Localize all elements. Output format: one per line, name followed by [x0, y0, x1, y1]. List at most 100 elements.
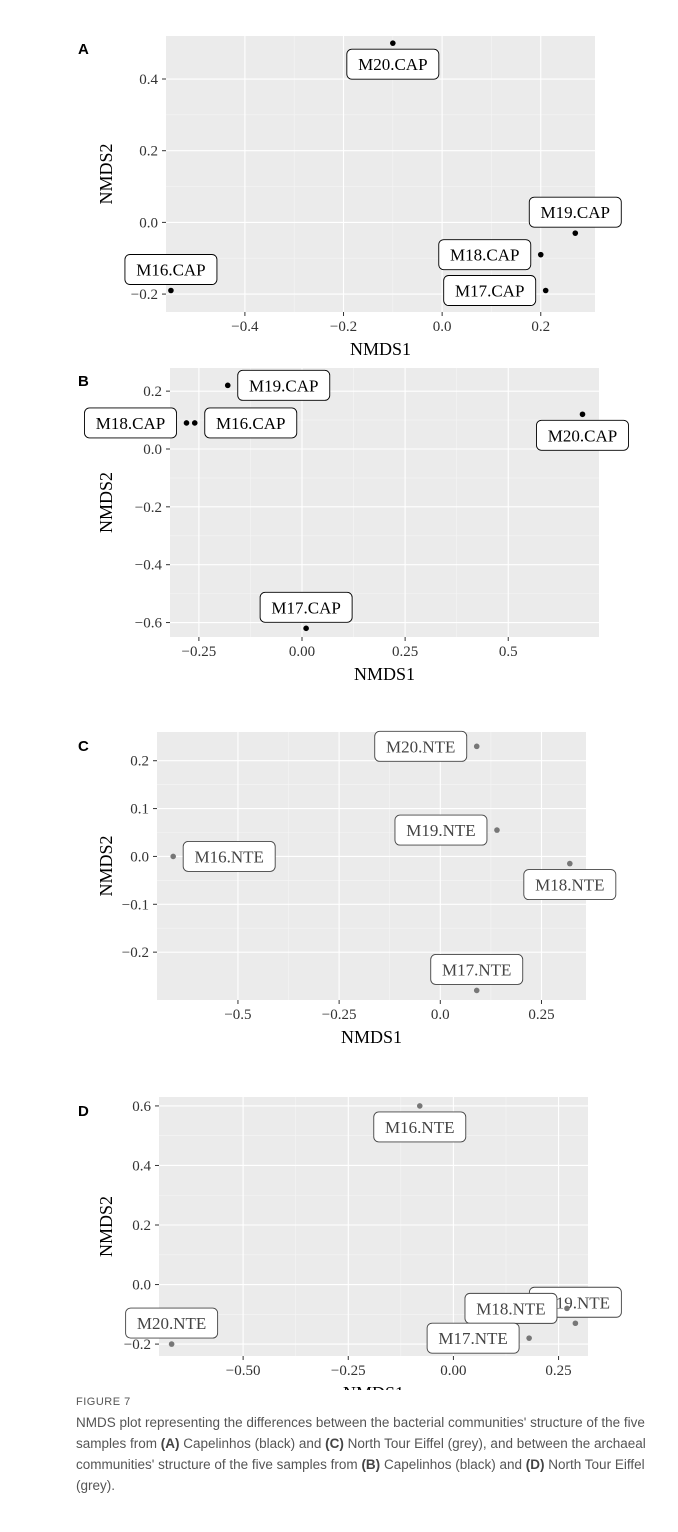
panel-b: B −0.25 0.00 0.25 0.5 −0.6 −0.4 −0.2 0.0 0.2 NMDS1…	[78, 368, 629, 684]
y-tick-label: 0.2	[132, 1218, 151, 1234]
caption-segment: North Tour Eiffel (grey).	[76, 1457, 645, 1493]
x-axis-title: NMDS1	[350, 339, 411, 359]
x-tick-label: −0.25	[331, 1363, 366, 1379]
point-label-text: M16.CAP	[136, 260, 205, 279]
x-tick-label: 0.2	[531, 319, 550, 335]
point-label: M19.CAP	[528, 196, 622, 228]
data-point	[564, 1305, 570, 1312]
x-tick-label: 0.25	[528, 1007, 554, 1023]
point-label-box	[259, 591, 353, 623]
point-label: M18.CAP	[438, 239, 532, 271]
data-point	[567, 860, 573, 867]
x-tick-label: 0.00	[440, 1363, 466, 1379]
point-label: M19.CAP	[237, 369, 331, 401]
panel-d: D −0.50 −0.25 0.00 0.25 −0.2 0.0 0.2 0.4 0.6 NMDS1…	[78, 1097, 622, 1390]
point-label-box	[536, 419, 629, 451]
data-point	[537, 251, 544, 258]
x-tick-label: 0.0	[433, 319, 452, 335]
point-label: M16.NTE	[373, 1111, 467, 1143]
point-label: M17.NTE	[430, 953, 524, 985]
y-axis-title: NMDS2	[96, 1196, 116, 1257]
minor-grid	[166, 36, 595, 312]
y-tick-label: −0.2	[131, 287, 158, 303]
point-label-box	[438, 239, 532, 271]
y-tick-label: 0.2	[130, 754, 149, 770]
point-label: M17.CAP	[443, 275, 537, 306]
data-point	[191, 420, 198, 426]
caption-text: NMDS plot representing the differences b…	[76, 1412, 661, 1496]
y-tick-label: −0.2	[122, 945, 149, 961]
caption-title: FIGURE 7	[76, 1396, 131, 1408]
caption-panel-ref: (D)	[525, 1457, 545, 1472]
y-tick-label: 0.0	[130, 849, 149, 865]
point-label-text: M20.CAP	[358, 55, 427, 74]
x-tick-label: 0.25	[392, 644, 418, 660]
point-label-text: M18.NTE	[476, 1299, 545, 1318]
data-point	[303, 625, 309, 632]
point-label-text: M16.CAP	[216, 414, 285, 433]
point-label-text: M20.NTE	[386, 737, 455, 756]
y-tick-label: 0.0	[139, 215, 158, 231]
point-label-text: M20.NTE	[137, 1314, 206, 1333]
x-tick-label: −0.5	[224, 1007, 251, 1023]
point-label-box	[373, 1111, 467, 1143]
y-axis-title: NMDS2	[96, 835, 116, 896]
x-tick-label: −0.4	[231, 319, 259, 335]
y-tick-label: 0.4	[132, 1158, 151, 1174]
point-label-box	[124, 254, 218, 285]
point-label-box	[237, 369, 331, 401]
x-axis-title: NMDS1	[354, 664, 415, 684]
point-label-box	[443, 275, 537, 306]
caption-segment: Capelinhos (black) and	[179, 1436, 326, 1451]
point-label: M20.CAP	[536, 419, 629, 451]
point-label: M20.NTE	[125, 1307, 219, 1339]
data-point	[579, 411, 586, 418]
point-label: M16.CAP	[124, 254, 218, 285]
y-tick-label: −0.2	[135, 500, 162, 516]
y-tick-label: 0.6	[132, 1099, 151, 1115]
point-label-box	[394, 814, 488, 846]
point-label: M16.CAP	[204, 407, 298, 439]
point-label-box	[346, 48, 440, 80]
panel-letter: A	[78, 41, 89, 58]
panel-letter: D	[78, 1103, 89, 1120]
point-label: M18.NTE	[523, 869, 617, 901]
point-label: M17.CAP	[259, 591, 353, 623]
y-tick-label: 0.0	[132, 1278, 151, 1294]
point-label-text: M18.NTE	[535, 876, 604, 895]
y-tick-label: −0.6	[135, 616, 163, 632]
caption-panel-ref: (C)	[325, 1436, 344, 1451]
point-label: M20.CAP	[346, 48, 440, 80]
x-tick-label: −0.25	[182, 644, 217, 660]
data-point	[572, 230, 579, 236]
point-label: M20.NTE	[374, 730, 468, 762]
point-label-box	[374, 730, 468, 762]
point-label-text: M17.CAP	[455, 281, 524, 300]
point-label-box	[528, 196, 622, 228]
point-label-box	[84, 407, 177, 439]
y-axis-title: NMDS2	[96, 472, 116, 533]
caption-segment: NMDS plot representing the differences b…	[76, 1415, 645, 1451]
y-tick-label: 0.2	[143, 384, 162, 400]
x-tick-label: −0.2	[330, 319, 357, 335]
figure-panels: A −0.4 −0.2 0.0 0.2 −0.2 0.0 0.2 0.4 NMDS1 NMDS2 M2…	[78, 36, 629, 1390]
x-axis-title: NMDS1	[343, 1383, 404, 1390]
x-tick-label: 0.25	[545, 1363, 571, 1379]
panel-c: C −0.5 −0.25 0.0 0.25 −0.2 −0.1 0.0 0.1 0.2 NMDS1 N…	[78, 730, 617, 1047]
data-point	[494, 827, 500, 833]
x-tick-label: 0.5	[499, 644, 518, 660]
x-axis-title: NMDS1	[341, 1027, 402, 1047]
y-tick-label: −0.1	[122, 897, 149, 913]
data-point	[390, 40, 396, 46]
y-tick-label: 0.1	[130, 802, 149, 818]
point-label-box	[204, 407, 298, 439]
data-point	[224, 382, 231, 389]
point-label-box	[430, 953, 524, 985]
data-point	[168, 287, 174, 294]
point-label-box	[125, 1307, 219, 1339]
point-label-text: M19.NTE	[541, 1293, 610, 1312]
point-label: M17.NTE	[426, 1322, 520, 1354]
point-label: M16.NTE	[182, 840, 276, 872]
figure-caption: FIGURE 7 NMDS plot representing the diff…	[76, 1396, 661, 1496]
caption-segment: North Tour Eiffel (grey), and between th…	[76, 1436, 646, 1472]
